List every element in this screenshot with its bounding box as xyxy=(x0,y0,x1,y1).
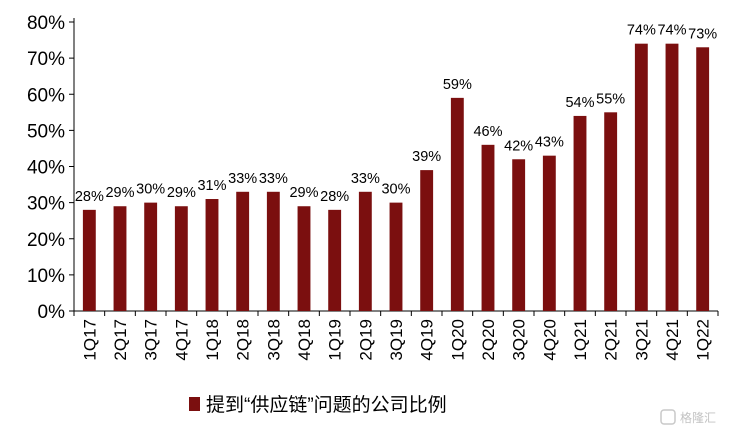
data-labels: 28% 29% 30% 29% 31% 33% 33%29% 28%33%30%39%59%4… xyxy=(75,23,717,205)
data-label: 33% xyxy=(228,171,257,187)
bar xyxy=(144,202,158,311)
watermark-text: 格隆汇 xyxy=(680,410,716,425)
bar xyxy=(634,43,648,312)
y-tick-label: 30% xyxy=(27,194,65,215)
data-label: 73% xyxy=(688,26,717,42)
data-label: 42% xyxy=(504,138,533,154)
x-tick-label: 4Q18 xyxy=(295,319,314,361)
data-label: 30% xyxy=(136,182,165,198)
bar xyxy=(665,43,679,312)
bar xyxy=(573,115,587,311)
y-tick-label: 20% xyxy=(27,230,65,251)
data-label: 46% xyxy=(473,124,502,140)
bar xyxy=(82,209,96,311)
x-tick-label: 2Q20 xyxy=(479,319,498,361)
data-label: 55% xyxy=(596,91,625,107)
data-label: 74% xyxy=(627,23,656,39)
bar xyxy=(420,170,434,311)
data-label: 29% xyxy=(167,185,196,201)
x-axis: 1Q17 2Q17 3Q17 4Q17 1Q18 2Q18 3Q18 4Q18 1Q19 2Q19… xyxy=(73,310,719,361)
x-tick-label: 4Q20 xyxy=(540,319,559,361)
data-label: 39% xyxy=(412,149,441,165)
bar xyxy=(174,206,188,311)
data-label: 29% xyxy=(105,185,134,201)
data-label: 33% xyxy=(259,171,288,187)
x-tick-label: 2Q17 xyxy=(111,319,130,361)
data-label: 54% xyxy=(565,95,594,111)
x-tick-label: 1Q20 xyxy=(448,319,467,361)
bar xyxy=(481,144,495,311)
x-tick-label: 1Q19 xyxy=(326,319,345,361)
data-label: 28% xyxy=(320,189,349,205)
bar xyxy=(236,191,250,311)
y-tick-label: 10% xyxy=(27,266,65,287)
x-tick-label: 4Q19 xyxy=(418,319,437,361)
bar xyxy=(297,206,311,311)
bar xyxy=(205,199,219,311)
x-tick-label: 2Q21 xyxy=(602,319,621,361)
legend-swatch xyxy=(189,397,200,411)
bar xyxy=(696,47,710,311)
data-label: 30% xyxy=(381,182,410,198)
bar xyxy=(542,155,556,311)
x-tick-label: 1Q17 xyxy=(80,319,99,361)
x-tick-label: 2Q18 xyxy=(234,319,253,361)
y-tick-label: 50% xyxy=(27,121,65,142)
y-tick-label: 0% xyxy=(38,302,66,323)
x-tick-label: 3Q17 xyxy=(142,319,161,361)
bars xyxy=(82,43,710,312)
gelonghui-logo-icon xyxy=(660,409,676,425)
x-tick-label: 1Q21 xyxy=(571,319,590,361)
bar xyxy=(604,112,618,311)
data-label: 29% xyxy=(289,185,318,201)
x-tick-label: 4Q17 xyxy=(172,319,191,361)
x-tick-label: 3Q19 xyxy=(387,319,406,361)
x-tick-label: 1Q18 xyxy=(203,319,222,361)
y-tick-label: 40% xyxy=(27,158,65,179)
data-label: 43% xyxy=(535,135,564,151)
bar xyxy=(389,202,403,311)
x-tick-label: 3Q18 xyxy=(264,319,283,361)
data-label: 74% xyxy=(657,23,686,39)
bar xyxy=(450,97,464,311)
x-tick-label: 1Q22 xyxy=(694,319,713,361)
x-tick-label: 3Q20 xyxy=(510,319,529,361)
legend-label: 提到“供应链”问题的公司比例 xyxy=(206,394,447,416)
bar xyxy=(113,206,127,311)
legend: 提到“供应链”问题的公司比例 xyxy=(189,394,447,416)
bar xyxy=(358,191,372,311)
x-tick-label: 4Q21 xyxy=(663,319,682,361)
watermark: 格隆汇 xyxy=(660,409,716,425)
data-label: 31% xyxy=(197,178,226,194)
x-tick-label: 2Q19 xyxy=(356,319,375,361)
bar xyxy=(512,159,526,311)
bar xyxy=(328,209,342,311)
y-tick-label: 80% xyxy=(27,13,65,34)
bar xyxy=(266,191,280,311)
y-axis: 0% 10% 20% 30% 40% 50% 60% 70% 80% xyxy=(27,13,75,323)
data-label: 28% xyxy=(75,189,104,205)
data-label: 33% xyxy=(351,171,380,187)
data-label: 59% xyxy=(443,77,472,93)
y-tick-label: 60% xyxy=(27,85,65,106)
y-tick-label: 70% xyxy=(27,49,65,70)
x-tick-label: 3Q21 xyxy=(632,319,651,361)
